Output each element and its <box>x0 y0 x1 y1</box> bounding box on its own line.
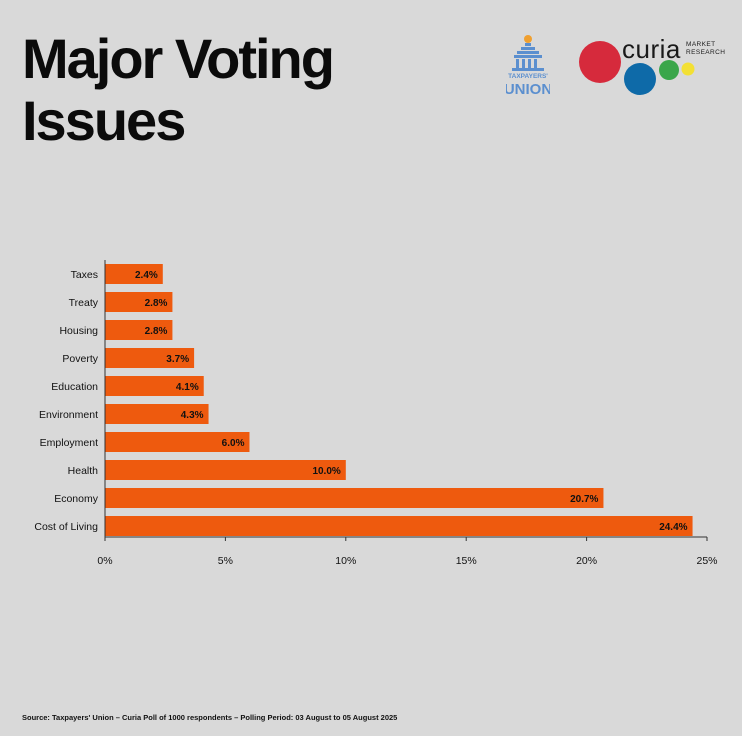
bar-8 <box>105 488 604 508</box>
bar-0 <box>105 264 163 284</box>
value-label-4: 4.1% <box>176 382 199 393</box>
category-label-6: Employment <box>40 437 98 449</box>
bar-9 <box>105 516 693 536</box>
taxpayers-union-logo: TAXPAYERS' UNION <box>504 34 552 98</box>
bar-1 <box>105 292 173 312</box>
value-label-7: 10.0% <box>312 466 340 477</box>
title-line-2: Issues <box>22 89 186 152</box>
x-tick-label-3: 15% <box>456 555 477 567</box>
source-note: Source: Taxpayers' Union – Curia Poll of… <box>22 713 398 722</box>
category-label-3: Poverty <box>62 353 98 365</box>
value-label-2: 2.8% <box>145 326 168 337</box>
curia-dots-icon <box>579 41 695 95</box>
bar-6 <box>105 432 250 452</box>
bar-3 <box>105 348 195 368</box>
x-tick-label-4: 20% <box>576 555 597 567</box>
x-tick-label-5: 25% <box>696 555 717 567</box>
curia-sub-line-2: RESEARCH <box>686 49 726 56</box>
category-label-8: Economy <box>54 493 99 505</box>
category-label-0: Taxes <box>71 269 98 281</box>
value-label-5: 4.3% <box>181 410 204 421</box>
curia-subtitle: MARKET RESEARCH <box>686 41 725 57</box>
category-label-1: Treaty <box>69 297 99 309</box>
category-label-4: Education <box>51 381 98 393</box>
category-label-2: Housing <box>59 325 98 337</box>
x-tick-label-1: 5% <box>218 555 233 567</box>
value-label-1: 2.8% <box>145 298 168 309</box>
x-tick-label-0: 0% <box>97 555 112 567</box>
bar-4 <box>105 376 204 396</box>
bar-5 <box>105 404 209 424</box>
value-label-6: 6.0% <box>222 438 245 449</box>
category-label-5: Environment <box>39 409 98 421</box>
value-label-0: 2.4% <box>135 270 158 281</box>
value-label-8: 20.7% <box>570 494 598 505</box>
category-label-7: Health <box>68 465 99 477</box>
value-label-3: 3.7% <box>166 354 189 365</box>
building-icon: TAXPAYERS' UNION <box>504 35 552 98</box>
curia-logo: curia MARKET RESEARCH <box>578 34 725 98</box>
page-title: Major Voting Issues <box>22 27 335 152</box>
curia-wordmark: curia <box>622 34 681 64</box>
bar-2 <box>105 320 173 340</box>
x-tick-label-2: 10% <box>335 555 356 567</box>
curia-sub-line-1: MARKET <box>686 41 716 48</box>
title-line-1: Major Voting <box>22 27 335 90</box>
bar-7 <box>105 460 346 480</box>
category-label-9: Cost of Living <box>34 521 98 533</box>
value-label-9: 24.4% <box>659 522 687 533</box>
tu-line-1: TAXPAYERS' <box>508 73 548 80</box>
tu-line-2: UNION <box>506 81 550 98</box>
